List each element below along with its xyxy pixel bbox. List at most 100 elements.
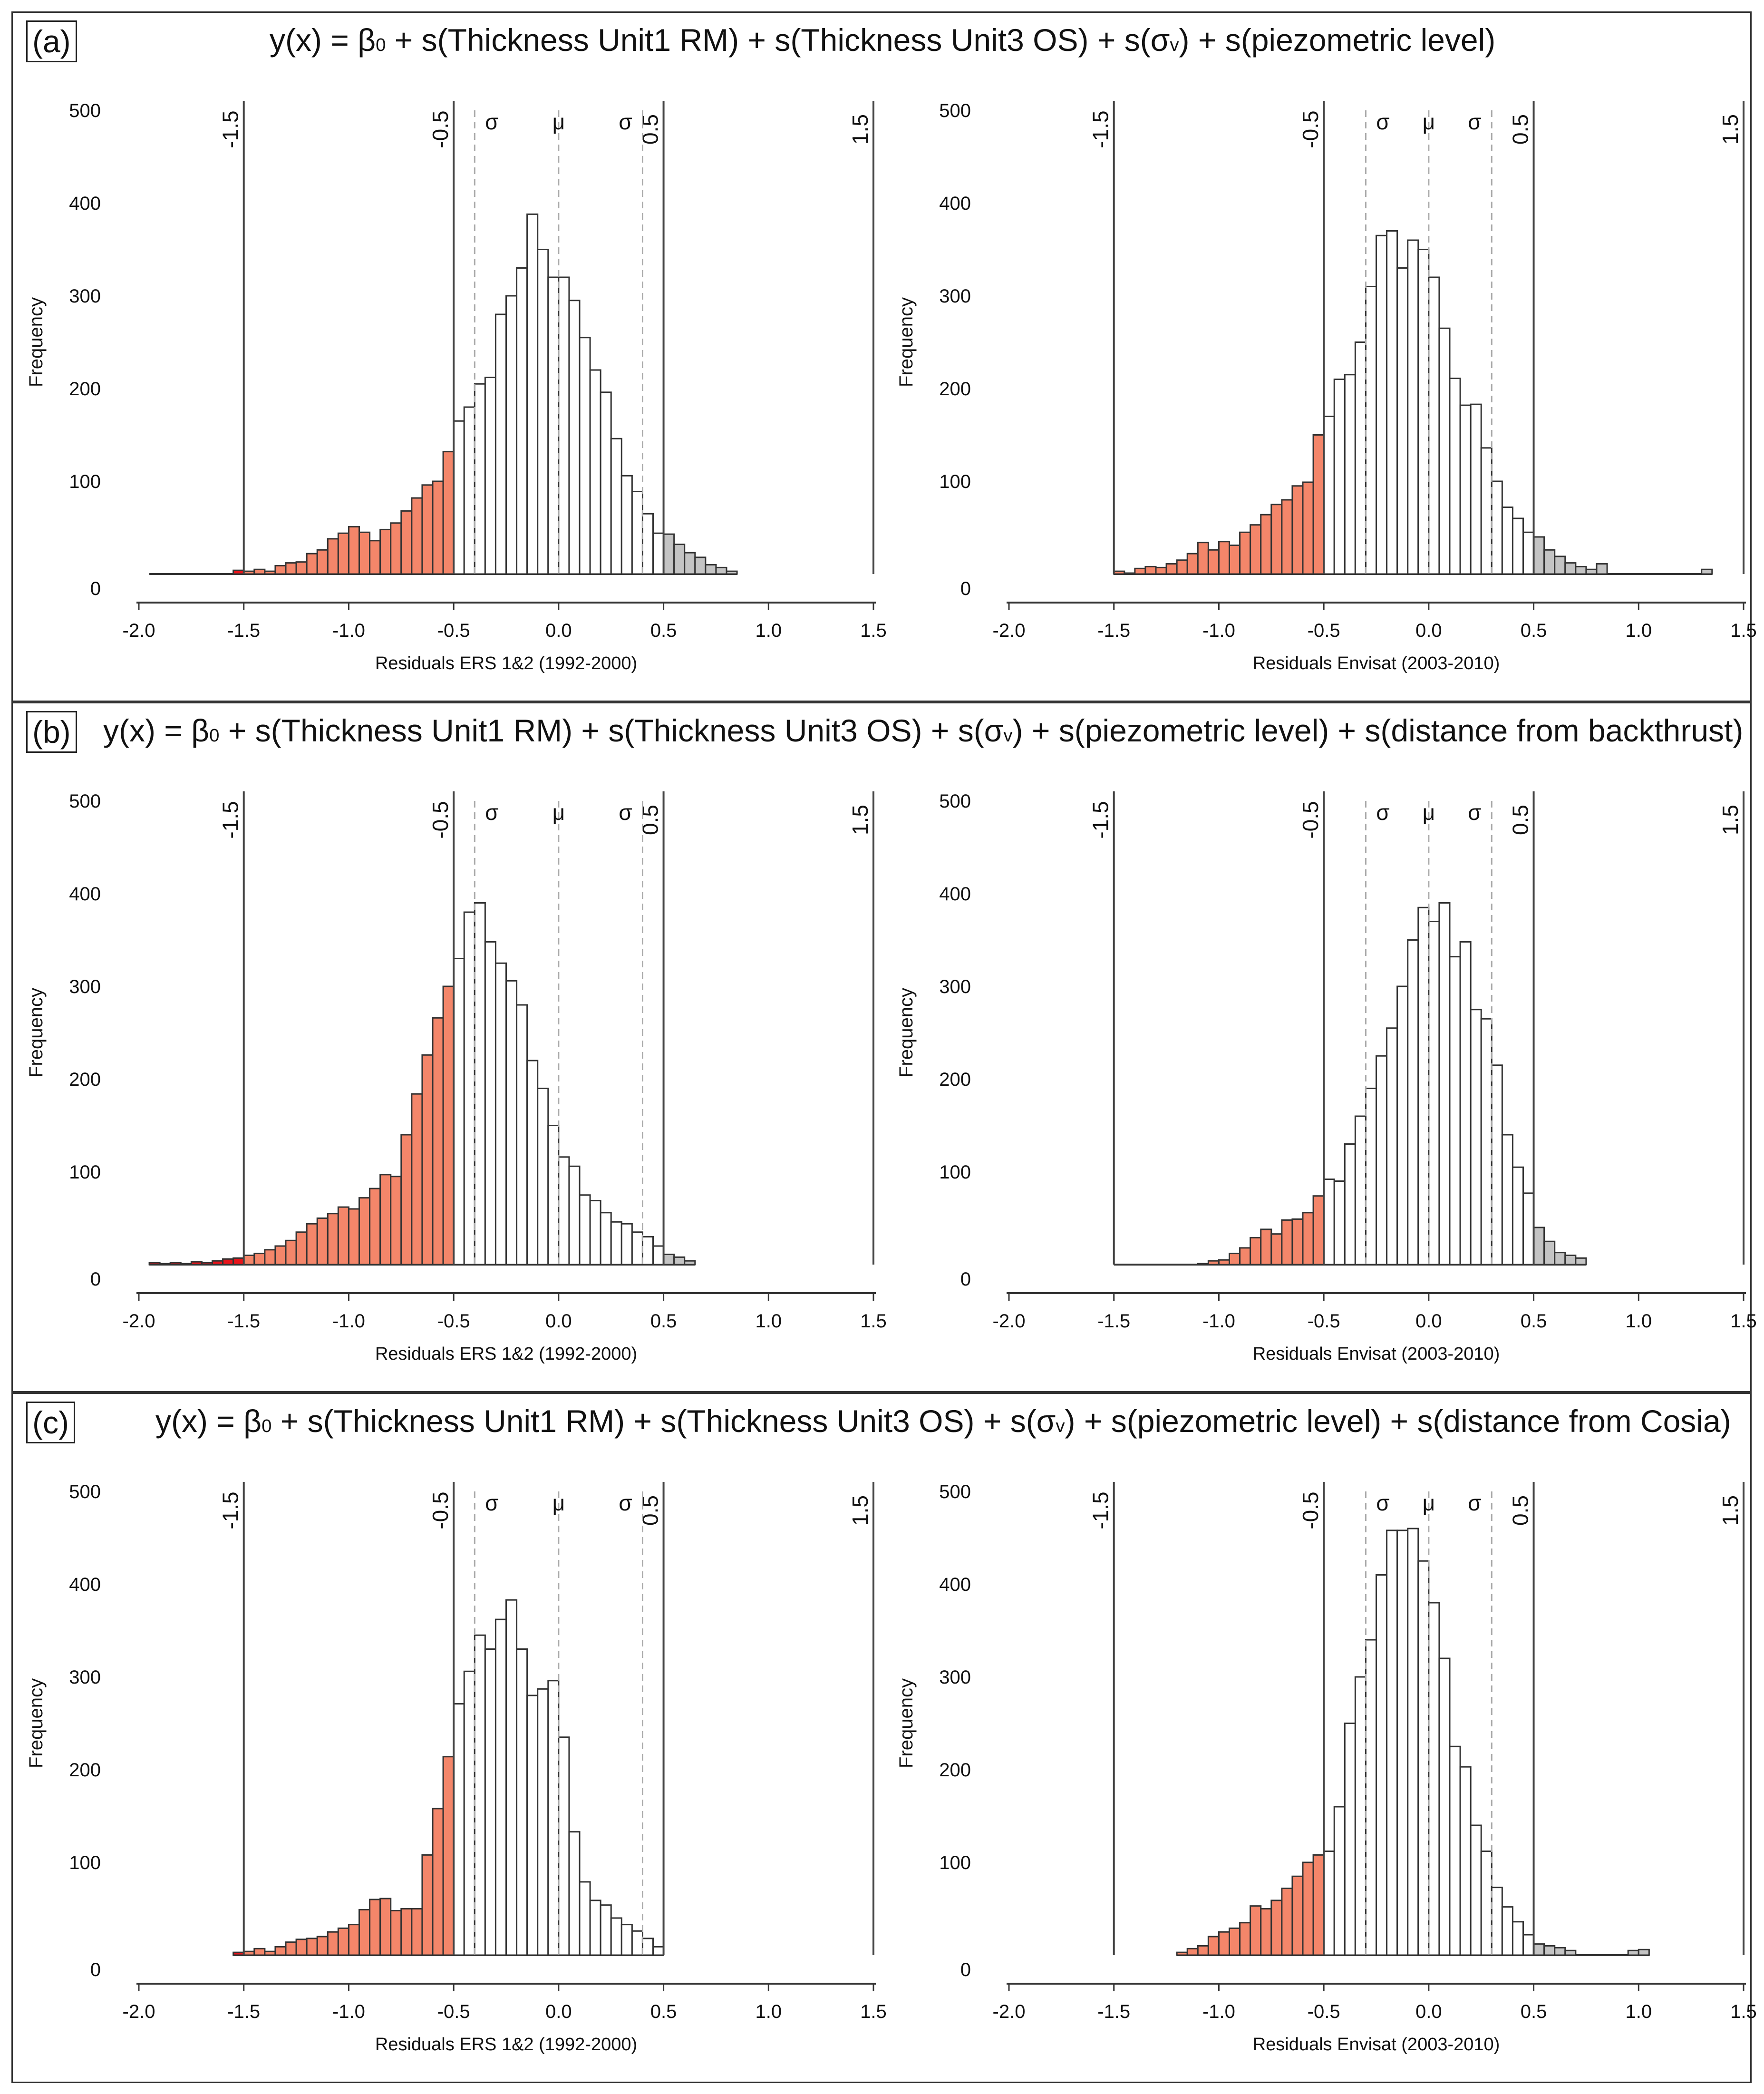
- histogram-bar: [1417, 906, 1430, 1266]
- histogram-bar: [295, 1231, 308, 1266]
- histogram-bar: [1155, 566, 1167, 575]
- histogram-bar: [1459, 404, 1472, 575]
- histogram-bar: [663, 533, 675, 575]
- sigma-label: σ: [1468, 800, 1481, 825]
- histogram-bar: [1396, 267, 1409, 575]
- histogram-bar: [233, 569, 245, 575]
- histogram-bar: [1428, 1602, 1440, 1956]
- histogram-bar: [432, 480, 444, 575]
- histogram-bar: [568, 1831, 581, 1956]
- x-tick-label: 1.5: [860, 1311, 887, 1332]
- histogram-bar: [1480, 1851, 1493, 1956]
- x-tick-label: -1.5: [1097, 620, 1130, 641]
- histogram-bar: [432, 1017, 444, 1266]
- histogram-bar: [1376, 1055, 1388, 1266]
- threshold-label: 1.5: [1718, 805, 1743, 835]
- histogram-bar: [253, 568, 266, 575]
- histogram-bar: [1291, 1875, 1304, 1956]
- histogram-bar: [600, 1904, 612, 1956]
- histogram-bar: [1701, 568, 1713, 575]
- histogram-bar: [233, 1951, 245, 1956]
- histogram-bar: [652, 1946, 665, 1956]
- sigma-label: σ: [1376, 109, 1389, 134]
- x-tick-label: -1.0: [1202, 1311, 1235, 1332]
- histogram-bar: [1239, 531, 1251, 575]
- panel-title: y(x) = β0 + s(Thickness Unit1 RM) + s(Th…: [103, 713, 1744, 748]
- threshold-label: 0.5: [638, 114, 663, 145]
- histogram-bar: [1312, 1854, 1325, 1956]
- y-tick-label: 200: [939, 1760, 971, 1781]
- histogram-bar: [641, 1938, 654, 1956]
- histogram-bar: [1218, 541, 1231, 575]
- histogram-bar: [348, 1924, 360, 1956]
- histogram-bar: [442, 985, 455, 1266]
- histogram-bar: [233, 1257, 245, 1266]
- histogram-bar: [684, 1260, 696, 1266]
- y-tick-label: 500: [69, 791, 101, 812]
- y-tick-label: 200: [69, 1760, 101, 1781]
- sigma-label: σ: [1468, 109, 1481, 134]
- histogram-envisat: 0 100 200 300 400 500 Frequency -2.0 -1.5 -1.0 -0.…: [896, 791, 1757, 1364]
- histogram-bar: [715, 566, 727, 575]
- histogram-bar: [1302, 481, 1314, 575]
- mu-label: μ: [1423, 800, 1435, 825]
- histogram-bar: [1512, 1166, 1524, 1266]
- panel-title: y(x) = β0 + s(Thickness Unit1 RM) + s(Th…: [270, 22, 1496, 58]
- histogram-bar: [1564, 1255, 1577, 1266]
- histogram-bar: [547, 1680, 560, 1956]
- histogram-bar: [337, 532, 349, 575]
- x-axis-label: Residuals Envisat (2003-2010): [1253, 1344, 1500, 1364]
- threshold-label: -1.5: [1088, 801, 1113, 838]
- histogram-bar: [1365, 1088, 1377, 1266]
- threshold-label: 0.5: [1508, 1495, 1533, 1526]
- histogram-bar: [1291, 485, 1304, 575]
- x-tick-label: 1.0: [1625, 2001, 1652, 2022]
- x-tick-label: -2.0: [993, 1311, 1026, 1332]
- histogram-bar: [1260, 514, 1272, 575]
- y-tick-label: 100: [69, 1162, 101, 1183]
- x-axis-label: Residuals ERS 1&2 (1992-2000): [375, 1344, 637, 1364]
- threshold-label: 1.5: [848, 1495, 872, 1526]
- x-tick-label: 0.5: [650, 1311, 677, 1332]
- x-tick-label: -1.0: [332, 2001, 365, 2022]
- histogram-bar: [1470, 403, 1482, 575]
- threshold-label: 1.5: [1718, 1495, 1743, 1526]
- threshold-label: -1.5: [218, 1491, 243, 1529]
- histogram-bar: [1302, 1861, 1314, 1956]
- x-tick-label: 0.5: [650, 620, 677, 641]
- histogram-bar: [1124, 572, 1136, 575]
- histogram-bar: [1344, 1723, 1356, 1956]
- histogram-bar: [306, 553, 318, 575]
- histogram-bar: [390, 1176, 402, 1266]
- histogram-bar: [1239, 1247, 1251, 1266]
- histogram-bar: [253, 1948, 266, 1956]
- y-axis-label: Frequency: [26, 988, 47, 1078]
- histogram-bar: [212, 1260, 224, 1266]
- histogram-bar: [1386, 230, 1398, 575]
- histogram-bar: [453, 1703, 465, 1956]
- histogram-bar: [1229, 1927, 1241, 1956]
- histogram-bar: [620, 475, 633, 575]
- histogram-bar: [264, 570, 276, 575]
- y-tick-label: 500: [69, 1481, 101, 1502]
- histogram-bar: [1144, 565, 1157, 575]
- threshold-label: -1.5: [218, 801, 243, 838]
- histogram-bar: [1323, 1178, 1335, 1266]
- histogram-bar: [1407, 939, 1419, 1266]
- histogram-bar: [694, 556, 707, 575]
- histogram-bar: [1113, 570, 1125, 575]
- histogram-bar: [1333, 1180, 1346, 1266]
- histogram-bar: [1522, 1192, 1535, 1266]
- histogram-bar: [1543, 1240, 1556, 1266]
- histogram-bar: [641, 1236, 654, 1266]
- y-tick-label: 300: [939, 976, 971, 997]
- histogram-bar: [505, 1599, 518, 1956]
- histogram-bar: [1354, 341, 1367, 575]
- histogram-bar: [1165, 563, 1178, 575]
- x-tick-label: 0.0: [545, 620, 572, 641]
- panel-title: y(x) = β0 + s(Thickness Unit1 RM) + s(Th…: [155, 1403, 1731, 1439]
- mu-label: μ: [552, 800, 565, 825]
- histogram-bar: [1438, 327, 1451, 575]
- threshold-label: 1.5: [1718, 114, 1743, 145]
- histogram-bar: [526, 1060, 539, 1266]
